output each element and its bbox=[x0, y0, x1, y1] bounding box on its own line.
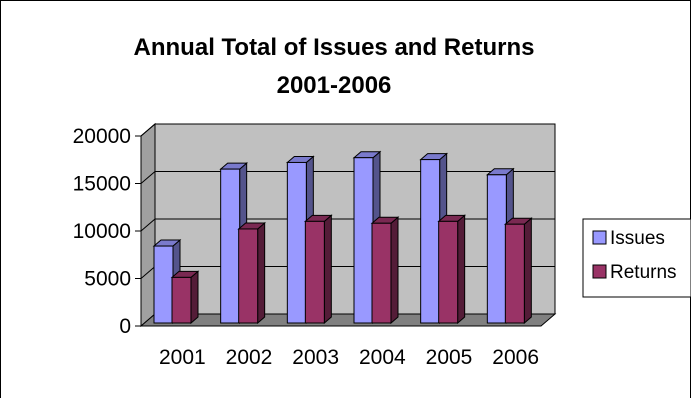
bar-returns-2003 bbox=[303, 214, 333, 325]
chart-subtitle: 2001-2006 bbox=[277, 72, 392, 99]
bar-front bbox=[220, 168, 241, 324]
y-tick-label: 20000 bbox=[73, 125, 131, 148]
bar-front bbox=[486, 174, 507, 324]
bar-side bbox=[323, 214, 332, 325]
bar-side bbox=[457, 214, 466, 325]
y-tick-label: 15000 bbox=[73, 173, 131, 196]
y-tick-label: 5000 bbox=[84, 268, 131, 291]
bar-front bbox=[353, 157, 374, 324]
legend-label-returns: Returns bbox=[610, 262, 677, 283]
bar-front bbox=[286, 161, 307, 324]
bar-front bbox=[153, 245, 174, 324]
bar-side bbox=[257, 221, 266, 325]
bar-front bbox=[504, 223, 525, 324]
bar-returns-2006 bbox=[503, 217, 533, 325]
y-tick-label: 10000 bbox=[73, 220, 131, 243]
bar-front bbox=[420, 159, 441, 324]
gridline bbox=[140, 123, 555, 137]
legend-label-issues: Issues bbox=[610, 228, 665, 249]
bar-returns-2002 bbox=[237, 221, 267, 325]
x-tick-label: 2006 bbox=[492, 346, 539, 369]
x-tick-label: 2001 bbox=[159, 346, 206, 369]
bar-returns-2001 bbox=[170, 270, 200, 325]
x-tick-label: 2005 bbox=[426, 346, 473, 369]
bar-returns-2005 bbox=[437, 214, 467, 325]
bar-front bbox=[171, 276, 192, 324]
bar-side bbox=[190, 270, 199, 325]
bar-side bbox=[523, 217, 532, 325]
bar-side bbox=[390, 216, 399, 325]
plot-area: 0 5000 10000 15000 20000 2001 2002 2003 2004 2005… bbox=[73, 122, 557, 369]
legend: Issues Returns bbox=[582, 218, 691, 298]
bar-front bbox=[238, 228, 259, 324]
y-tick-label: 0 bbox=[119, 315, 131, 338]
x-tick-label: 2003 bbox=[292, 346, 339, 369]
x-tick-label: 2002 bbox=[226, 346, 273, 369]
legend-swatch-issues bbox=[592, 230, 607, 245]
x-tick-label: 2004 bbox=[359, 346, 406, 369]
chart-title: Annual Total of Issues and Returns bbox=[134, 34, 535, 61]
bar-returns-2004 bbox=[370, 216, 400, 325]
bar-front bbox=[371, 222, 392, 324]
bar-front bbox=[304, 220, 325, 324]
legend-swatch-returns bbox=[592, 264, 607, 279]
bar-front bbox=[438, 220, 459, 324]
